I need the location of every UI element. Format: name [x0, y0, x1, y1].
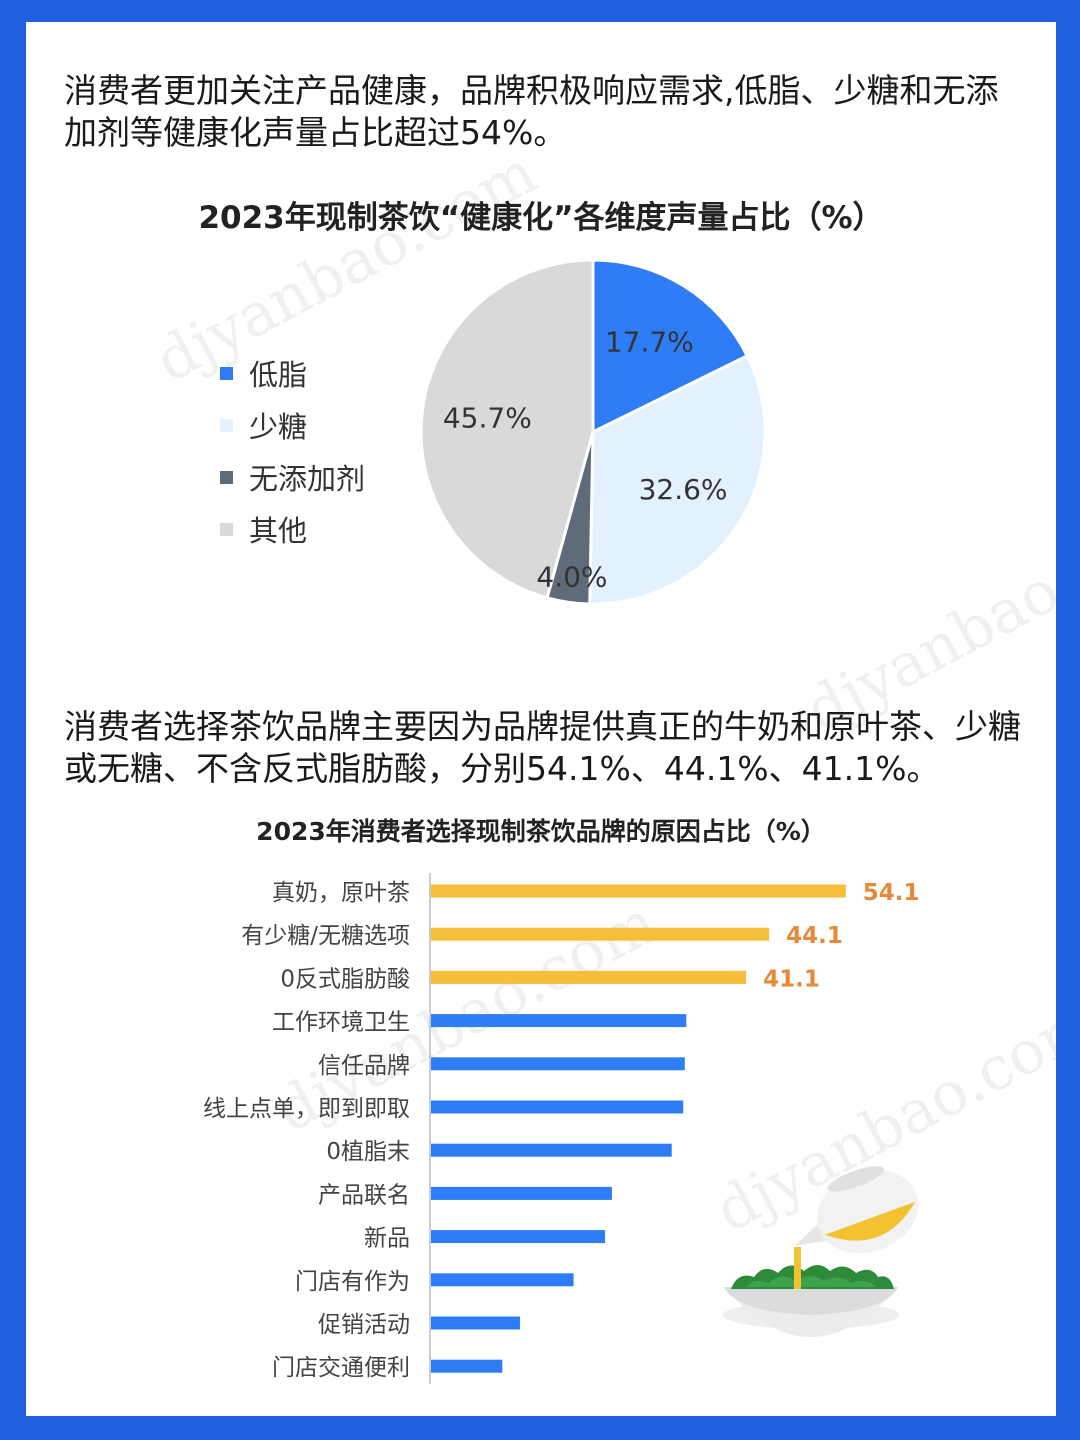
bar-value-label: 41.1: [763, 966, 820, 992]
bar-category-label: 信任品牌: [318, 1053, 410, 1079]
bar: [431, 1143, 672, 1157]
pie-slice-label: 32.6%: [639, 473, 728, 506]
bar: [431, 1230, 606, 1244]
legend-label: 低脂: [249, 358, 308, 392]
bar: [431, 1057, 685, 1071]
pie-chart-title: 2023年现制茶饮“健康化”各维度声量占比（%）: [198, 200, 884, 236]
bar-value-label: 44.1: [786, 923, 843, 949]
bar-category-label: 门店交通便利: [272, 1355, 410, 1381]
legend-item: 无添加剂: [220, 451, 365, 503]
pie-slice-label: 4.0%: [536, 561, 607, 594]
pie-slice-label: 17.7%: [605, 325, 694, 358]
bar: [431, 1359, 503, 1373]
bar-category-label: 线上点单，即到即取: [203, 1096, 410, 1122]
legend-label: 无添加剂: [249, 462, 366, 496]
bar: [431, 1186, 612, 1200]
intro-paragraph: 消费者更加关注产品健康，品牌积极响应需求,低脂、少糖和无添加剂等健康化声量占比超…: [64, 71, 999, 152]
legend-swatch: [220, 418, 233, 432]
bar: [431, 1100, 684, 1114]
bar-category-label: 工作环境卫生: [272, 1010, 410, 1036]
bar: [431, 1273, 574, 1287]
bar-category-label: 新品: [364, 1226, 410, 1252]
bar-category-label: 有少糖/无糖选项: [241, 923, 410, 949]
bar-category-label: 0反式脂肪酸: [280, 966, 410, 992]
content-card: djyanbao.com djyanbao.com djyanbao.com d…: [26, 22, 1056, 1416]
legend-label: 少糖: [249, 410, 308, 444]
pie-slice: [419, 258, 595, 600]
bar-value-label: 54.1: [863, 880, 920, 906]
legend-item: 其他: [220, 503, 365, 555]
bar-chart-title: 2023年消费者选择现制茶饮品牌的原因占比（%）: [256, 817, 826, 846]
bar: [431, 927, 770, 941]
bar: [431, 970, 747, 984]
bar-category-label: 促销活动: [318, 1312, 410, 1338]
bar: [431, 1316, 520, 1330]
pie-slice-label: 45.7%: [443, 402, 532, 435]
bar-category-label: 真奶，原叶茶: [272, 880, 410, 906]
legend-item: 低脂: [220, 347, 365, 399]
second-paragraph: 消费者选择茶饮品牌主要因为品牌提供真正的牛奶和原叶茶、少糖或无糖、不含反式脂肪酸…: [64, 707, 1021, 788]
bar: [431, 884, 846, 898]
pie-legend: 低脂 少糖 无添加剂 其他: [220, 347, 365, 555]
bar-category-label: 门店有作为: [295, 1269, 410, 1295]
bar-category-label: 产品联名: [318, 1182, 410, 1208]
legend-label: 其他: [249, 514, 308, 548]
bar-category-label: 0植脂末: [326, 1139, 410, 1165]
pie-chart: 17.7% 32.6% 4.0% 45.7%: [419, 258, 767, 606]
bar: [431, 1014, 687, 1028]
legend-swatch: [220, 470, 233, 484]
pie-slice: [591, 258, 750, 435]
bar-chart: 真奶，原叶茶 54.1 有少糖/无糖选项 44.1 0反式脂肪酸 41.1 工作环境卫生信任…: [203, 873, 920, 1385]
salad-bowl-illustration: [723, 1166, 919, 1337]
legend-item: 少糖: [220, 399, 365, 451]
legend-swatch: [220, 522, 233, 536]
legend-swatch: [220, 366, 233, 380]
pie-slice: [588, 353, 767, 606]
